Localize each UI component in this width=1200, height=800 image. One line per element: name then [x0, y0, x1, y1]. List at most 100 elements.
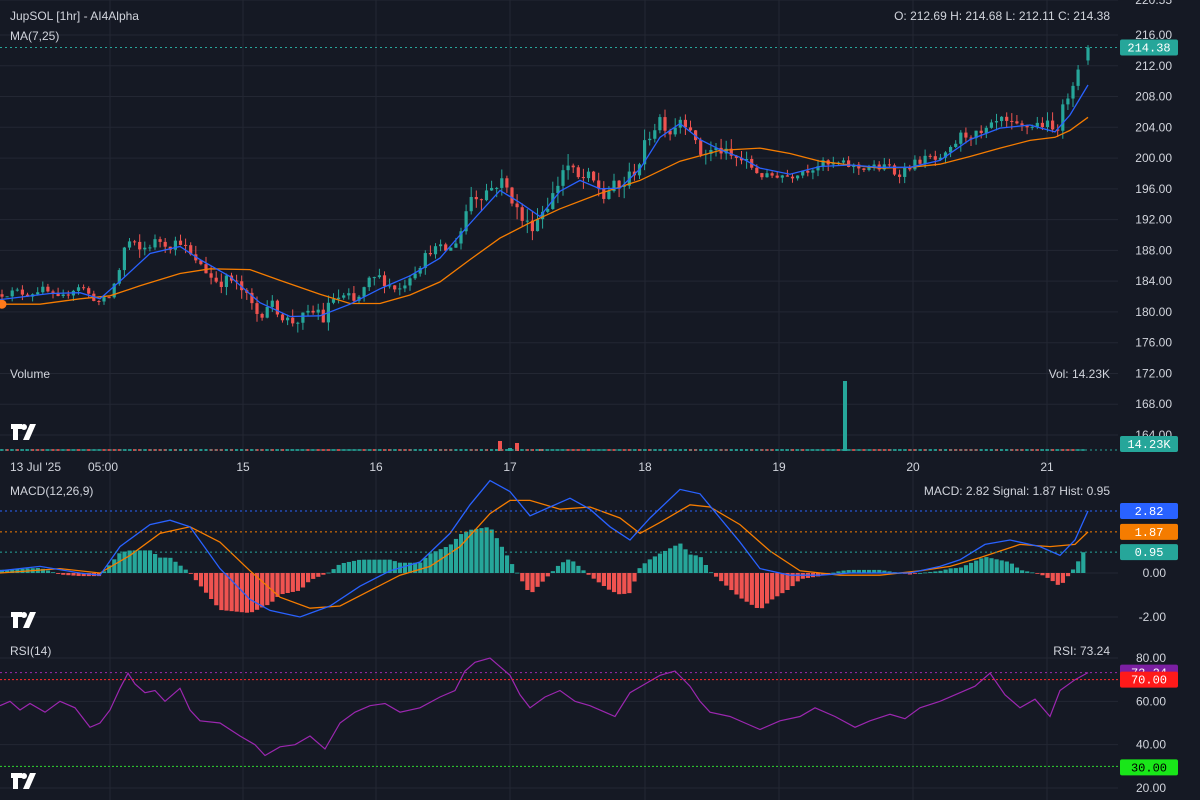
macd-histogram-bar — [596, 573, 601, 583]
volume-bar — [515, 443, 519, 451]
macd-histogram-bar — [923, 572, 928, 574]
volume-bar — [347, 449, 351, 451]
macd-histogram-bar — [938, 570, 943, 573]
macd-histogram-bar — [846, 570, 851, 573]
tradingview-logo-icon[interactable] — [11, 773, 43, 789]
volume-bar — [1076, 449, 1080, 451]
volume-bar — [597, 449, 601, 451]
volume-bar — [393, 449, 397, 451]
rsi-overbought-badge — [1120, 671, 1178, 688]
candle-body — [530, 220, 534, 232]
macd-histogram-bar — [1035, 573, 1040, 574]
volume-bar — [41, 449, 45, 451]
candle-body — [505, 178, 509, 188]
candle-body — [51, 291, 55, 293]
macd-histogram-bar — [586, 573, 591, 575]
tradingview-logo-icon[interactable] — [11, 612, 43, 628]
macd-histogram-bar — [311, 573, 316, 579]
volume-bar — [785, 449, 789, 451]
volume-bar — [632, 449, 636, 451]
volume-bar — [882, 449, 886, 451]
volume-bar — [847, 449, 851, 451]
candle-body — [184, 244, 188, 246]
volume-bar — [551, 449, 555, 451]
macd-histogram-bar — [591, 573, 596, 579]
macd-histogram-bar — [744, 573, 749, 602]
macd-histogram-bar — [40, 568, 45, 573]
macd-histogram-bar — [989, 558, 994, 573]
candle-body — [316, 309, 320, 313]
candle-body — [189, 245, 193, 255]
candle-body — [0, 294, 4, 297]
candle-body — [56, 292, 60, 297]
macd-histogram-bar — [15, 569, 20, 573]
candle-body — [816, 166, 820, 171]
macd-histogram-bar — [637, 568, 642, 573]
candle-body — [398, 288, 402, 290]
macd-histogram-bar — [188, 573, 193, 574]
volume-bar — [780, 449, 784, 451]
macd-line — [0, 479, 1089, 618]
volume-bar — [643, 449, 647, 451]
volume-bar — [275, 449, 279, 451]
volume-bar — [801, 449, 805, 451]
candle-body — [872, 164, 876, 168]
candle-body — [658, 117, 662, 131]
candle-body — [801, 170, 805, 176]
macd-histogram-bar — [147, 550, 153, 573]
candle-body — [490, 187, 494, 191]
candle-body — [82, 287, 86, 289]
macd-histogram-bar — [239, 573, 244, 613]
macd-histogram-bar — [81, 573, 86, 577]
macd-histogram-bar — [367, 559, 372, 573]
macd-histogram-bar — [657, 553, 663, 573]
macd-histogram-bar — [668, 548, 673, 573]
macd-histogram-bar — [255, 573, 260, 610]
macd-histogram-bar — [907, 573, 912, 575]
volume-bar — [566, 449, 570, 451]
macd-histogram-bar — [974, 560, 979, 573]
macd-histogram-bar — [795, 573, 800, 582]
candle-body — [663, 117, 667, 131]
macd-histogram-bar — [168, 557, 173, 573]
candle-body — [918, 159, 922, 164]
tradingview-logo-icon[interactable] — [11, 424, 43, 440]
ma-marker-dot — [0, 299, 7, 309]
candle-body — [495, 187, 499, 189]
volume-badge-text: 14.23K — [1127, 438, 1171, 452]
rsi-tick-label: 20.00 — [1136, 781, 1166, 795]
macd-histogram-bar — [260, 573, 265, 608]
candle-body — [862, 168, 866, 170]
volume-bar — [133, 449, 137, 451]
volume-readout: Vol: 14.23K — [1048, 367, 1110, 381]
volume-bar — [617, 449, 621, 451]
candle-body — [831, 163, 835, 165]
macd-histogram-bar — [244, 573, 249, 613]
volume-bar — [790, 449, 795, 451]
macd-histogram-bar — [265, 573, 270, 606]
macd-histogram-bar — [71, 573, 76, 576]
candle-body — [1056, 129, 1060, 131]
candle-body — [673, 127, 677, 135]
volume-bar — [46, 449, 50, 451]
volume-bar — [908, 449, 912, 451]
macd-histogram-bar — [209, 573, 214, 599]
candle-body — [296, 322, 300, 324]
candle-body — [107, 297, 111, 299]
candle-body — [219, 281, 223, 287]
volume-bar — [326, 449, 330, 451]
rsi-tick-label: 60.00 — [1136, 694, 1166, 708]
macd-histogram-bar — [504, 555, 510, 573]
macd-histogram-bar — [928, 571, 933, 573]
macd-histogram-bar — [448, 544, 453, 573]
candle-body — [1066, 98, 1070, 105]
candle-body — [347, 293, 351, 296]
candle-body — [775, 175, 779, 178]
macd-histogram-bar — [61, 573, 66, 575]
volume-pane — [0, 381, 1118, 451]
macd-histogram-bar — [576, 565, 581, 573]
candle-body — [994, 121, 999, 123]
volume-bar — [1051, 449, 1055, 451]
candle-body — [20, 289, 24, 295]
macd-histogram-bar — [413, 562, 418, 573]
